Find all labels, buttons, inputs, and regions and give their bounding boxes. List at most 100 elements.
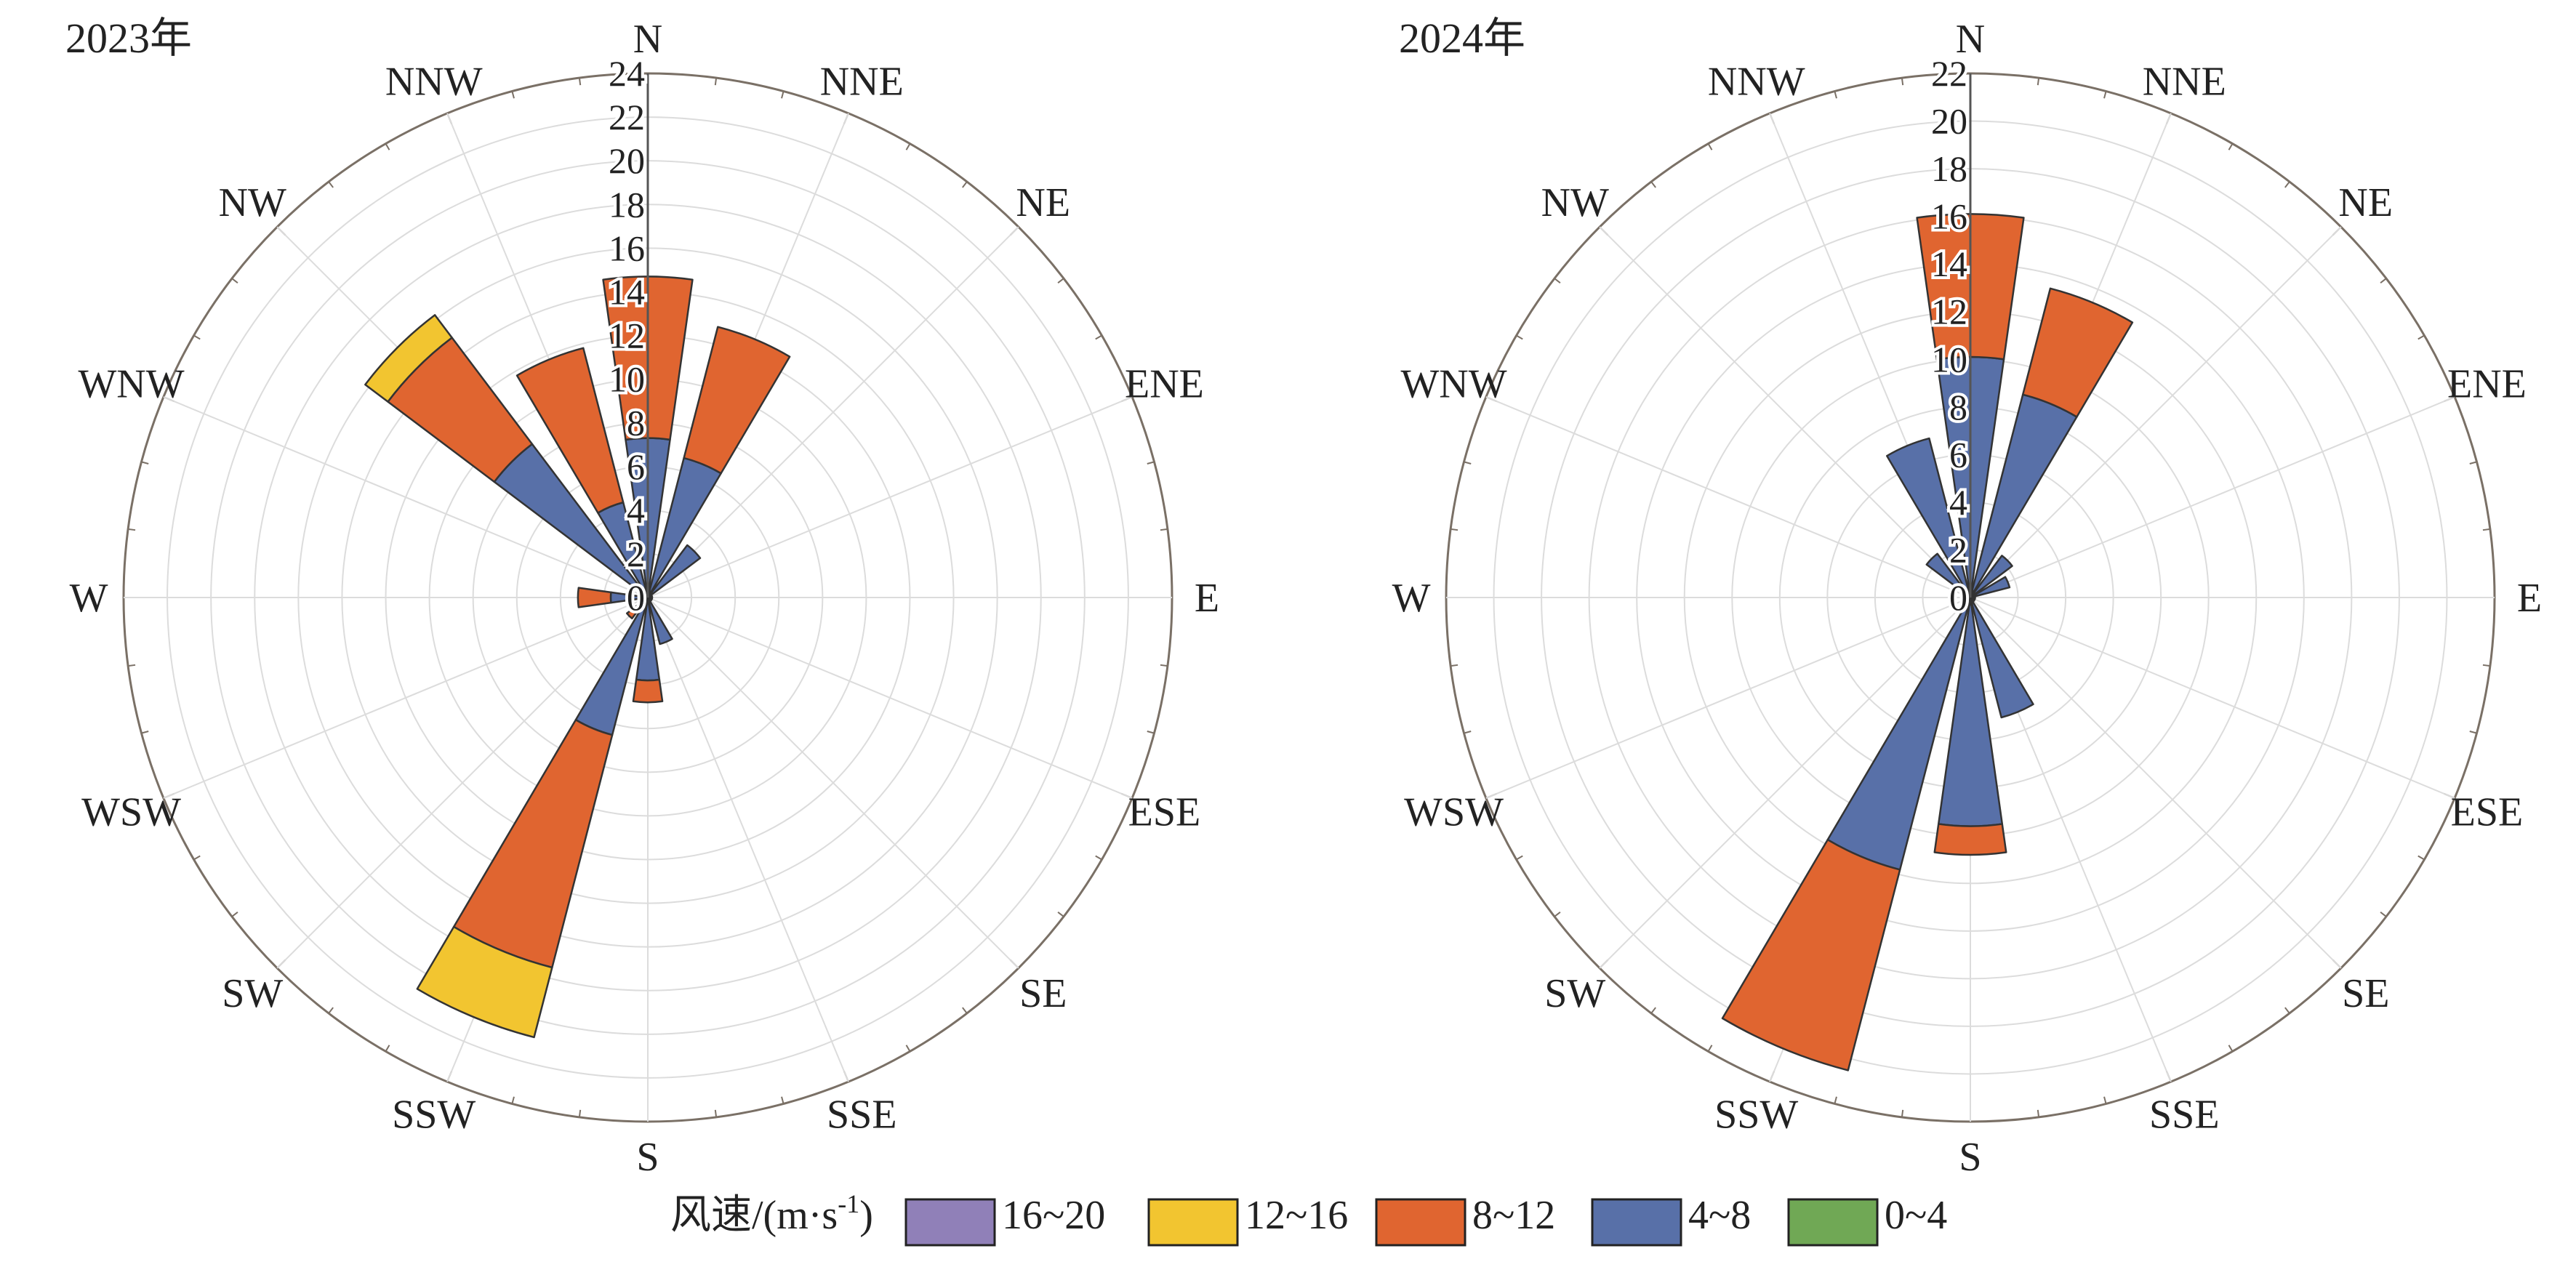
- outer-tick: [1650, 1007, 1656, 1014]
- outer-tick: [578, 1109, 582, 1117]
- outer-tick: [385, 143, 390, 150]
- outer-tick: [1450, 664, 1458, 667]
- direction-label-se: SE: [1019, 971, 1067, 1016]
- wedge-ssw-8-12: [1721, 838, 1901, 1071]
- outer-tick: [1147, 731, 1155, 734]
- outer-tick: [2482, 528, 2490, 531]
- direction-label-ese: ESE: [2451, 789, 2524, 834]
- radial-grid-line: [1599, 597, 1971, 969]
- outer-tick: [141, 731, 149, 734]
- legend-swatch: [904, 1198, 996, 1247]
- legend-swatch: [1787, 1198, 1879, 1247]
- radial-tick-label: 18: [1931, 148, 1967, 189]
- outer-tick: [1554, 278, 1561, 283]
- outer-tick: [193, 334, 201, 340]
- outer-tick: [1834, 91, 1837, 99]
- wedge-sse-4-8: [648, 600, 673, 645]
- radial-tick-label: 2: [1949, 529, 1967, 570]
- outer-tick: [2103, 91, 2107, 99]
- outer-tick: [2380, 912, 2387, 917]
- wedge-nne-8-12: [2021, 287, 2134, 418]
- direction-label-nw: NW: [1541, 180, 1609, 225]
- outer-tick: [1450, 528, 1458, 531]
- outer-tick: [1057, 278, 1064, 283]
- radial-tick-label: 6: [627, 446, 645, 487]
- radial-tick-label: 4: [627, 490, 645, 531]
- outer-tick: [2284, 181, 2290, 188]
- wedge-sse-4-8: [1970, 600, 2034, 719]
- direction-label-e: E: [1195, 576, 1219, 621]
- outer-tick: [1516, 855, 1523, 861]
- direction-label-wsw: WSW: [1404, 789, 1504, 834]
- radial-tick-label: 2: [627, 534, 645, 574]
- wedge-s-8-12: [632, 678, 664, 704]
- outer-tick: [2037, 78, 2040, 86]
- outer-tick: [1901, 1109, 1904, 1117]
- outer-tick: [231, 912, 238, 917]
- legend-label: 16~20: [1002, 1193, 1105, 1238]
- outer-tick: [905, 143, 911, 150]
- wedge-ne-4-8: [649, 544, 702, 596]
- legend-swatch: [1375, 1198, 1466, 1247]
- outer-tick: [1901, 78, 1904, 86]
- radial-tick-label: 22: [609, 97, 645, 137]
- wedge-ene-4-8: [1973, 576, 2011, 598]
- wedge-nnw-8-12: [515, 347, 625, 514]
- outer-tick: [578, 78, 582, 86]
- direction-label-nnw: NNW: [385, 60, 483, 105]
- radial-tick-label: 20: [1931, 101, 1967, 142]
- direction-label-n: N: [1956, 17, 1985, 62]
- outer-tick: [385, 1045, 390, 1052]
- outer-tick: [962, 181, 968, 188]
- outer-tick: [2482, 664, 2490, 667]
- outer-tick: [2228, 1045, 2234, 1052]
- wind-rose-2024: 2024年 0 2 4 6 8 10 12 14 16 18 20 22N NNE NE ENE E ESE SE S…: [1392, 15, 2543, 1180]
- direction-label-se: SE: [2342, 971, 2389, 1016]
- radial-tick-label: 0: [627, 577, 645, 618]
- outer-tick: [2380, 278, 2387, 283]
- wedge-s-8-12: [1933, 823, 2007, 856]
- direction-label-nnw: NNW: [1708, 60, 1805, 105]
- radial-grid-line: [1485, 396, 1971, 598]
- outer-tick: [328, 181, 334, 188]
- outer-tick: [1095, 855, 1102, 861]
- outer-tick: [1464, 731, 1472, 734]
- radial-tick-label: 22: [1931, 53, 1967, 94]
- outer-tick: [1707, 143, 1713, 150]
- radial-tick-label: 14: [609, 271, 645, 312]
- direction-label-nne: NNE: [820, 60, 904, 105]
- wedge-ssw-12-16: [416, 925, 553, 1039]
- outer-tick: [1707, 1045, 1713, 1052]
- radial-tick-label: 10: [609, 359, 645, 400]
- chart-title: 2024年: [1399, 15, 1525, 62]
- direction-label-ene: ENE: [2447, 362, 2527, 407]
- radial-grid-line: [647, 597, 1133, 799]
- radial-grid-line: [1970, 597, 2342, 969]
- outer-tick: [1464, 461, 1472, 464]
- direction-label-n: N: [633, 17, 662, 62]
- chart-title: 2023年: [65, 15, 192, 62]
- radial-grid-line: [647, 597, 849, 1082]
- outer-tick: [2469, 461, 2477, 464]
- outer-tick: [1650, 181, 1656, 188]
- wedge-nw-12-16: [364, 314, 453, 403]
- radial-tick-label: 10: [1931, 339, 1967, 379]
- outer-tick: [2037, 1109, 2040, 1117]
- radial-grid-line: [1970, 396, 2455, 598]
- legend-title: 风速/(m·s-1): [670, 1189, 873, 1238]
- outer-tick: [2284, 1007, 2290, 1014]
- radial-tick-label: 18: [609, 184, 645, 225]
- direction-label-ene: ENE: [1125, 362, 1204, 407]
- wind-rose-2023: 2023年024681012141618202224NNNENEENEEESES…: [65, 15, 1219, 1180]
- legend-label: 8~12: [1472, 1193, 1555, 1238]
- outer-tick: [328, 1007, 334, 1014]
- radial-grid-line: [163, 597, 649, 799]
- direction-label-e: E: [2517, 576, 2542, 621]
- outer-tick: [781, 1096, 785, 1104]
- wedge-ssw-8-12: [452, 719, 614, 969]
- wedge-nnw-4-8: [1885, 437, 1970, 592]
- legend-label: 0~4: [1885, 1193, 1947, 1238]
- radial-tick-label: 6: [1949, 434, 1967, 475]
- radial-grid-line: [276, 597, 649, 969]
- outer-tick: [128, 528, 136, 531]
